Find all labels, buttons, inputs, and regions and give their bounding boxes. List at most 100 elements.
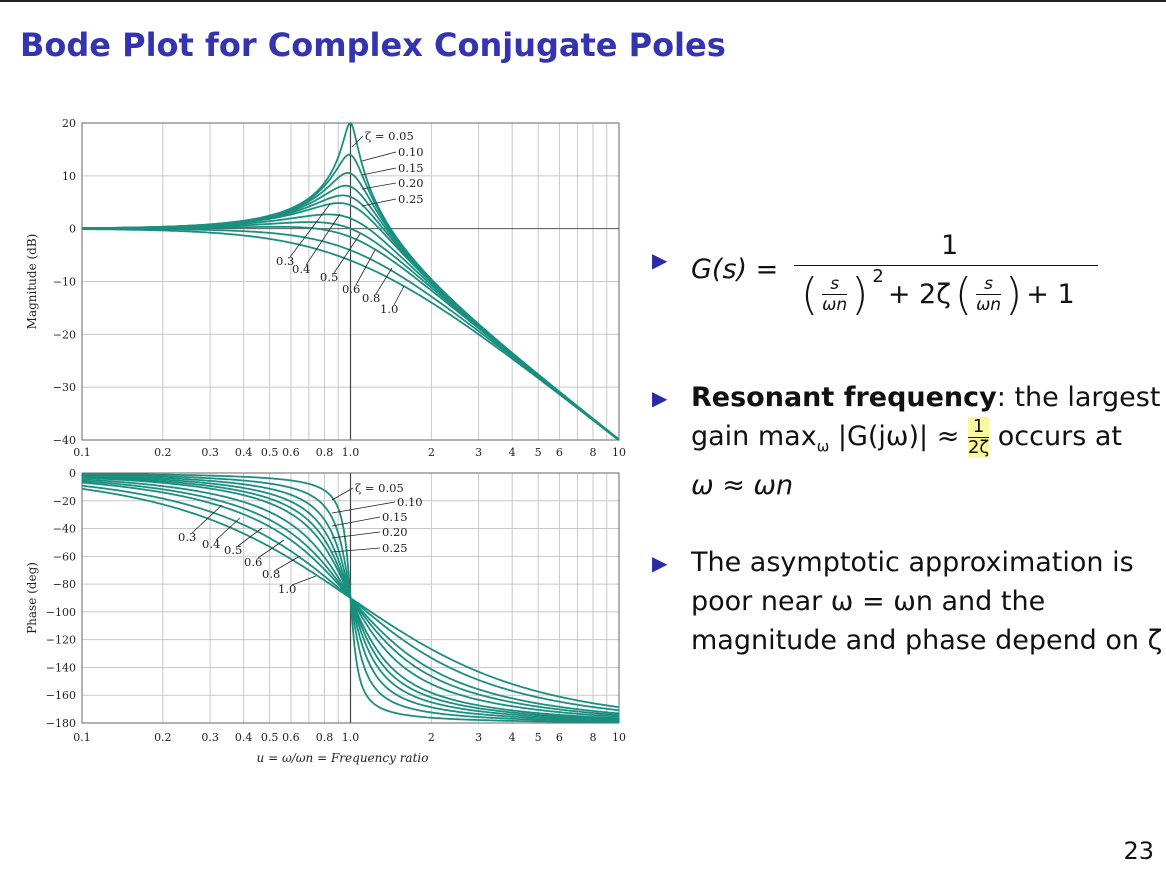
x-tick-label: 10 <box>612 731 626 744</box>
curve-label: 0.3 <box>178 530 196 544</box>
curve-label: 0.8 <box>362 291 380 305</box>
y-tick-label: −10 <box>53 276 76 289</box>
frac-den: ωn <box>976 295 1002 315</box>
x-tick-label: 0.6 <box>282 446 300 459</box>
leader-line <box>191 504 223 534</box>
x-tick-label: 0.6 <box>282 731 300 744</box>
text: : the largest gain max <box>691 382 1161 452</box>
y-tick-label: −80 <box>53 578 76 591</box>
curve-label: 0.6 <box>244 555 262 569</box>
leader-line <box>215 517 241 541</box>
page-number: 23 <box>1123 837 1154 865</box>
leader-line <box>331 547 381 553</box>
formula-numerator: 1 <box>941 230 959 261</box>
y-tick-label: −20 <box>53 495 76 508</box>
formula-middle: + 2ζ <box>887 279 951 310</box>
curve-label: 0.25 <box>398 192 424 206</box>
text: occurs at <box>989 421 1122 452</box>
curve-label: 0.15 <box>382 510 408 524</box>
x-tick-label: 5 <box>535 446 542 459</box>
curve-label: 0.20 <box>382 525 408 539</box>
x-tick-label: 0.4 <box>235 446 253 459</box>
x-tick-label: 2 <box>428 731 435 744</box>
slide-title: Bode Plot for Complex Conjugate Poles <box>20 26 726 64</box>
x-tick-label: 0.5 <box>261 731 279 744</box>
leader-line <box>305 213 341 266</box>
frac-num: 1 <box>967 417 990 438</box>
curve-label: 0.15 <box>398 161 424 175</box>
y-tick-label: 10 <box>62 170 76 183</box>
x-tick-label: 0.8 <box>316 446 334 459</box>
text: |G(jω)| ≈ <box>829 421 968 452</box>
text: The asymptotic approximation is <box>691 547 1134 578</box>
x-tick-label: 6 <box>556 731 563 744</box>
x-tick-label: 8 <box>589 446 596 459</box>
y-tick-label: 0 <box>69 467 76 480</box>
curve-label: ζ = 0.05 <box>365 129 414 143</box>
x-tick-label: 4 <box>509 731 516 744</box>
y-tick-label: −20 <box>53 328 76 341</box>
curve-zeta-1.0 <box>81 488 620 708</box>
curve-label: 0.3 <box>276 254 294 268</box>
x-tick-label: 10 <box>612 446 626 459</box>
x-tick-label: 5 <box>535 731 542 744</box>
x-tick-label: 0.2 <box>154 446 172 459</box>
top-rule <box>0 0 1166 2</box>
plot-frame <box>81 472 620 724</box>
text: magnitude and phase depend on ζ <box>691 625 1163 656</box>
curve-label: 0.4 <box>292 262 310 276</box>
y-tick-label: 0 <box>69 223 76 236</box>
curve-zeta-0.8 <box>82 227 620 441</box>
leader-line <box>393 285 405 306</box>
curve-label: 0.5 <box>320 270 338 284</box>
asymptotic-text: The asymptotic approximation is poor nea… <box>691 543 1166 660</box>
leader-line <box>331 487 354 501</box>
leader-line <box>331 516 381 527</box>
x-tick-label: 0.3 <box>201 446 219 459</box>
y-tick-label: −140 <box>46 661 76 674</box>
curve-label: 0.6 <box>342 282 360 296</box>
x-tick-label: 8 <box>589 731 596 744</box>
x-tick-label: 3 <box>475 731 482 744</box>
curve-label: ζ = 0.05 <box>355 481 404 495</box>
curve-label: 1.0 <box>380 302 398 316</box>
y-tick-label: −100 <box>46 606 76 619</box>
leader-line <box>355 249 376 286</box>
x-tick-label: 2 <box>428 446 435 459</box>
leader-line <box>331 531 381 539</box>
y-axis-label: Magnitude (dB) <box>25 234 39 330</box>
leader-line <box>361 151 397 162</box>
y-tick-label: −120 <box>46 634 76 647</box>
bullet-icon: ▶ <box>652 248 668 272</box>
x-tick-label: 4 <box>509 446 516 459</box>
x-tick-label: 6 <box>556 446 563 459</box>
frac-num: s <box>976 274 1002 295</box>
y-tick-label: 20 <box>62 117 76 130</box>
curve-label: 1.0 <box>278 582 296 596</box>
resonant-frequency-text: Resonant frequency: the largest gain max… <box>691 378 1161 505</box>
y-tick-label: −60 <box>53 550 76 563</box>
x-tick-label: 0.1 <box>73 731 91 744</box>
x-tick-label: 3 <box>475 446 482 459</box>
y-tick-label: −160 <box>46 689 76 702</box>
leader-line <box>291 575 317 586</box>
x-tick-label: 0.3 <box>201 731 219 744</box>
curve-label: 0.5 <box>224 543 242 557</box>
formula-tail: + 1 <box>1026 279 1075 310</box>
x-tick-label: 1.0 <box>342 446 360 459</box>
leader-line <box>361 198 397 207</box>
resonant-frequency-label: Resonant frequency <box>691 382 997 413</box>
leader-line <box>275 555 301 571</box>
leader-line <box>351 135 364 148</box>
leader-line <box>237 527 263 547</box>
leader-line <box>361 182 397 190</box>
y-tick-label: −30 <box>53 381 76 394</box>
curve-zeta-0.6 <box>82 225 620 441</box>
x-tick-label: 0.5 <box>261 446 279 459</box>
leader-line <box>333 233 361 274</box>
y-tick-label: −180 <box>46 717 76 730</box>
formula-denominator: ( s ωn ) 2 + 2ζ ( s ωn ) + 1 <box>801 266 1075 317</box>
x-tick-label: 0.1 <box>73 446 91 459</box>
formula-lhs: G(s) = <box>691 254 779 285</box>
